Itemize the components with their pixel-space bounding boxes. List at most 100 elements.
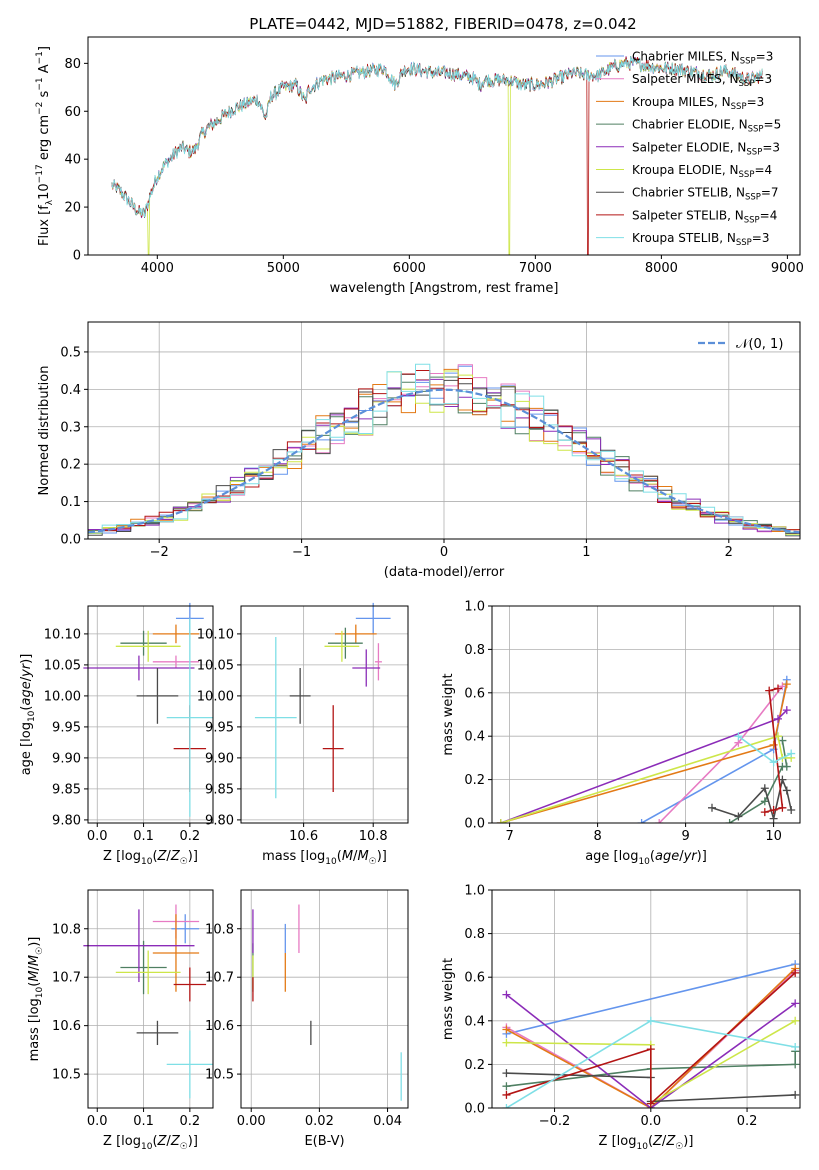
legend-count: =5 <box>764 118 782 132</box>
legend-subscript: SSP <box>739 79 755 89</box>
age-vs-mass-panel: 10.6 10.89.809.859.909.9510.0010.0510.10 … <box>197 602 409 867</box>
y-tick-label: 9.85 <box>205 782 234 797</box>
mass-weight-marker <box>646 1045 655 1054</box>
y-tick-label: 9.90 <box>52 751 81 766</box>
y-tick-label: 10.6 <box>52 1019 81 1034</box>
y-tick-label: 9.90 <box>205 751 234 766</box>
residuals-x-axis-label: (data-model)/error <box>384 565 505 580</box>
mass-weight-marker <box>646 1016 655 1025</box>
y-tick-label: 10.7 <box>52 971 81 986</box>
y-tick-label: 0.0 <box>464 817 485 832</box>
mass-weight-line <box>506 972 796 1106</box>
x-tick-label: 10.6 <box>289 829 318 844</box>
x-tick-label: 0.1 <box>133 1114 154 1129</box>
mass-weight-marker <box>769 758 778 767</box>
y-tick-label: 0.2 <box>464 773 485 788</box>
y-tick-label: 10.7 <box>205 971 234 986</box>
legend-label: Chabrier ELODIE, NSSP=5 <box>632 118 781 135</box>
y-tick-label: 10.10 <box>197 627 234 642</box>
mass-weight-marker <box>791 1016 800 1025</box>
x-tick-label: 0 <box>440 545 448 560</box>
mass-vs-ebv-panel: 0.00 0.02 0.04 10.5 10.6 10.7 10.8 E(B-V) <box>205 889 409 1149</box>
spectrum-legend: Chabrier MILES, NSSP=3 Salpeter MILES, NS… <box>596 50 781 248</box>
spectrum-ylabel-sup: −1 <box>35 77 45 90</box>
mass-weight-marker <box>769 805 778 814</box>
spectrum-x-axis-label: wavelength [Angstrom, rest frame] <box>330 281 559 296</box>
legend-count: =3 <box>754 72 772 86</box>
y-tick-label: 10.00 <box>197 689 234 704</box>
x-tick-label: −1 <box>292 545 311 560</box>
mass-vs-metallicity-panel: 0.0 0.1 0.2 10.5 10.6 10.7 10.8 Z [log10(Z/Z☉)… <box>27 889 214 1152</box>
mass-weight-marker <box>760 797 769 806</box>
y-tick-label: 80 <box>64 57 81 72</box>
legend-subscript: SSP <box>740 57 756 67</box>
x-tick-label: 8000 <box>645 261 678 276</box>
mass-weight-marker <box>778 803 787 812</box>
y-tick-label: 9.95 <box>205 720 234 735</box>
mass-weight-marker <box>502 1025 511 1034</box>
spectrum-panel: 4000 5000 6000 7000 8000 9000 0 20 40 60 80 Chabri… <box>35 36 804 296</box>
y-tick-label: 40 <box>64 153 81 168</box>
y-tick-label: 0.0 <box>464 1102 485 1117</box>
legend-label: Kroupa ELODIE, NSSP=4 <box>632 163 772 180</box>
mass-weight-marker <box>655 819 664 823</box>
spectrum-ylabel-part: s <box>37 90 52 101</box>
mass-weight-marker <box>765 686 774 695</box>
y-tick-label: 10.8 <box>205 922 234 937</box>
mass-vs-metallicity-y-axis-label: mass [log10(M/M☉)] <box>27 937 45 1062</box>
legend-label: Chabrier STELIB, NSSP=7 <box>632 186 779 203</box>
x-tick-label: 6000 <box>393 261 426 276</box>
mass-weight-marker <box>502 990 511 999</box>
y-tick-label: 0.4 <box>464 730 485 745</box>
y-tick-label: 0 <box>73 249 81 264</box>
x-tick-label: 2 <box>725 545 733 560</box>
mass-weight-marker <box>725 819 734 823</box>
y-tick-label: 0.0 <box>60 533 81 548</box>
legend-label: Salpeter STELIB, NSSP=4 <box>632 208 777 225</box>
age-vs-mass-x-axis-label: mass [log10(M/M☉)] <box>262 849 387 867</box>
mass-weight-marker <box>760 808 769 817</box>
y-tick-label: 0.8 <box>464 927 485 942</box>
legend-subscript: SSP <box>744 215 760 225</box>
mass-weight-marker <box>502 1104 511 1108</box>
mass-weight-marker <box>791 968 800 977</box>
spectrum-ylabel-part: A <box>37 64 52 77</box>
x-tick-label: 0.1 <box>133 829 154 844</box>
legend-subscript: SSP <box>739 170 755 180</box>
y-tick-label: 10.8 <box>52 922 81 937</box>
spectrum-ylabel-part: Flux [f <box>37 205 52 246</box>
y-tick-label: 0.4 <box>464 1014 485 1029</box>
mass-weight-marker <box>778 736 787 745</box>
mass-vs-ebv-x-axis-label: E(B-V) <box>304 1134 344 1149</box>
mass-weight-marker <box>502 1090 511 1099</box>
mass-weight-marker <box>502 1038 511 1047</box>
y-tick-label: 9.80 <box>205 813 234 828</box>
y-tick-label: 10.05 <box>44 658 81 673</box>
y-tick-label: 1.0 <box>464 884 485 899</box>
legend-subscript: SSP <box>746 147 762 157</box>
mass-weight-line <box>506 1051 796 1087</box>
legend-count: =3 <box>747 95 765 109</box>
mass-weight-marker <box>782 786 791 795</box>
legend-subscript: SSP <box>736 238 752 248</box>
spectrum-y-axis-label: Flux [fλ10−17 erg cm−2 s−1 A−1] <box>35 46 55 246</box>
x-tick-label: 0.0 <box>87 1114 108 1129</box>
mass-weight-marker <box>787 805 796 814</box>
y-tick-label: 60 <box>64 105 81 120</box>
x-tick-label: 5000 <box>267 261 300 276</box>
mass-weight-marker <box>708 803 716 812</box>
y-tick-label: 0.2 <box>464 1058 485 1073</box>
y-tick-label: 9.95 <box>52 720 81 735</box>
y-tick-label: 20 <box>64 201 81 216</box>
spectrum-ylabel-sup: −1 <box>35 51 45 64</box>
y-tick-label: 0.4 <box>60 383 81 398</box>
mass-weight-vs-age-panel: 7 8 9 10 0.0 0.2 0.4 0.6 0.8 1.0 age [log10(age/y… <box>441 600 801 867</box>
y-tick-label: 10.00 <box>44 689 81 704</box>
x-tick-label: −0.2 <box>539 1114 571 1129</box>
y-tick-label: 0.6 <box>464 971 485 986</box>
y-tick-label: 0.5 <box>60 345 81 360</box>
mass-weight-marker <box>769 814 778 823</box>
legend-count: =3 <box>762 140 780 154</box>
mass-weight-marker <box>774 684 782 693</box>
